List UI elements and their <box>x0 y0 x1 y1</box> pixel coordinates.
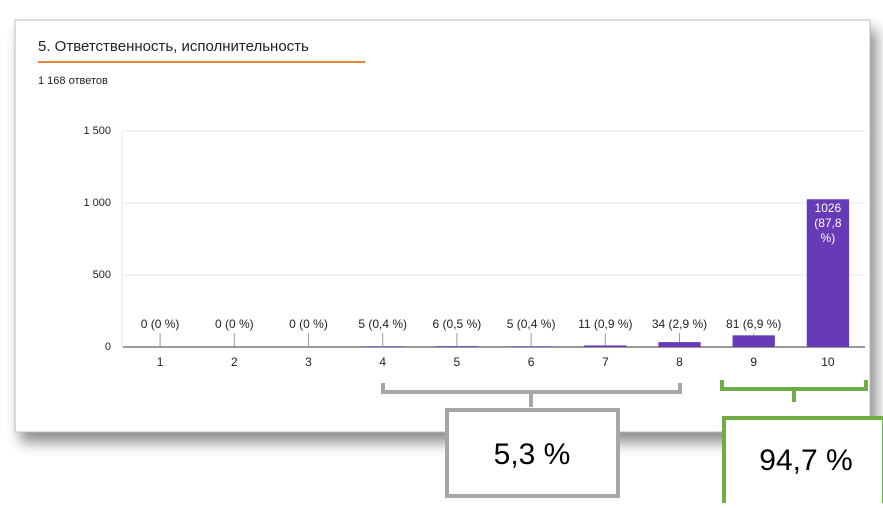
y-tick-label: 1 000 <box>83 197 111 209</box>
card <box>14 19 871 433</box>
value-label: 5 (0,4 %) <box>358 317 407 331</box>
bar <box>806 199 850 347</box>
value-label: 11 (0,9 %) <box>578 317 632 331</box>
value-label: 6 (0,5 %) <box>433 317 482 331</box>
annotation-box <box>722 416 883 507</box>
y-tick-label: 0 <box>105 341 111 353</box>
annotation: 94,7 % <box>759 444 852 477</box>
annotation: 5,3 % <box>494 438 571 471</box>
y-tick-label: 500 <box>93 269 111 281</box>
bar <box>361 346 404 347</box>
bar <box>658 342 701 347</box>
value-label: 1026 (87,8 %) <box>814 201 842 246</box>
chart-subtitle: 1 168 ответов <box>38 75 108 87</box>
bar <box>509 346 553 347</box>
x-tick-label: 4 <box>379 355 386 369</box>
bar <box>584 345 627 347</box>
bracket <box>381 383 682 407</box>
annotation-box <box>445 408 620 498</box>
chart-title: 5. Ответственность, исполнительность <box>38 38 309 55</box>
value-label: 0 (0 %) <box>141 317 180 331</box>
value-label: 34 (2,9 %) <box>652 317 707 331</box>
x-tick-label: 10 <box>821 355 835 369</box>
x-tick-label: 7 <box>602 355 609 369</box>
x-tick-label: 2 <box>231 355 238 369</box>
value-label: 81 (6,9 %) <box>726 317 781 331</box>
x-tick-label: 6 <box>528 355 535 369</box>
bar <box>732 335 775 347</box>
value-label: 0 (0 %) <box>215 317 254 331</box>
bar <box>435 346 479 347</box>
title-underline <box>38 61 365 63</box>
x-tick-label: 8 <box>676 355 683 369</box>
value-label: 0 (0 %) <box>289 317 328 331</box>
bracket <box>720 380 868 402</box>
x-tick-label: 3 <box>305 355 312 369</box>
x-tick-label: 1 <box>157 355 164 369</box>
value-label: 5 (0,4 %) <box>507 317 556 331</box>
x-tick-label: 9 <box>750 355 757 369</box>
x-tick-label: 5 <box>454 355 461 369</box>
value-label-box: 1026 (87,8 %) <box>814 201 842 246</box>
y-tick-label: 1 500 <box>83 125 111 137</box>
